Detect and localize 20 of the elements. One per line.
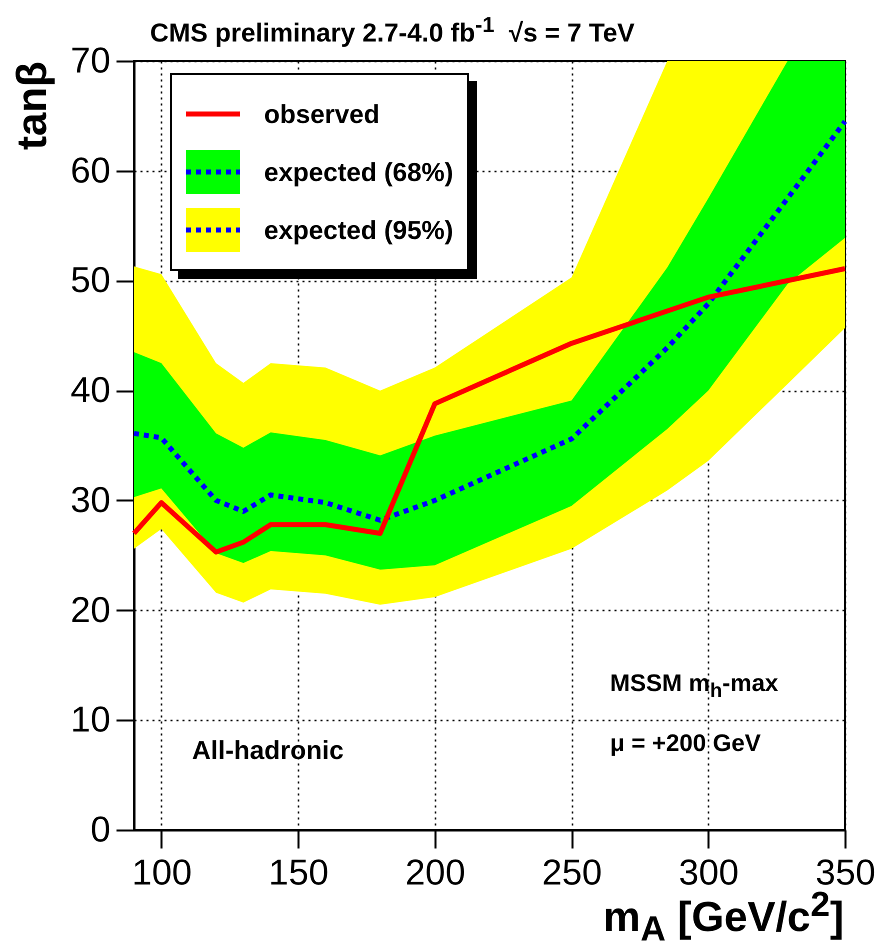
y-axis-title: tanβ [8, 61, 56, 150]
y-tick-label: 10 [70, 698, 110, 740]
x-tick-label: 200 [405, 852, 466, 892]
x-tick-label: 250 [542, 852, 602, 892]
annotation: μ = +200 GeV [610, 730, 761, 758]
y-tick-label: 30 [70, 478, 110, 520]
legend-label: expected (68%) [264, 156, 454, 188]
y-tick-label: 50 [70, 259, 110, 300]
y-tick-label: 20 [70, 588, 110, 630]
y-tick-label: 70 [70, 40, 110, 80]
x-tick-label: 100 [132, 852, 192, 892]
chart-title: CMS preliminary 2.7-4.0 fb$^{-1}$ √s = 7 TeV [150, 12, 635, 49]
legend-label: observed [264, 98, 380, 130]
annotation: MSSM m$_{h}$-max [610, 670, 778, 703]
y-tick-label: 0 [90, 808, 110, 850]
y-tick-label: 40 [70, 369, 110, 410]
legend-label: expected (95%) [264, 214, 454, 246]
x-tick-label: 150 [268, 852, 329, 892]
annotation: All-hadronic [192, 735, 344, 766]
y-tick-label: 60 [70, 149, 110, 190]
